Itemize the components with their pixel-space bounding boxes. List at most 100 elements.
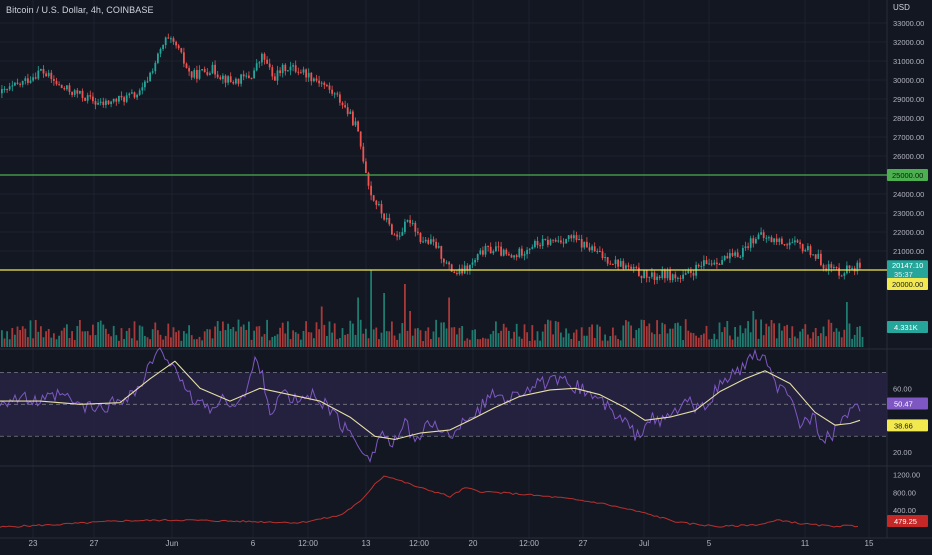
volume-bar — [302, 330, 305, 347]
volume-bar — [349, 320, 352, 347]
candle-body — [726, 256, 729, 259]
volume-bar — [419, 330, 422, 347]
volume-bar — [185, 333, 188, 347]
candle-body — [612, 263, 614, 265]
candle-body — [313, 78, 315, 82]
volume-bar — [339, 338, 341, 347]
candle-body — [258, 62, 261, 64]
candle-body — [593, 246, 596, 252]
candle-body — [697, 264, 700, 267]
x-tick-label: Jun — [166, 539, 179, 548]
volume-bar — [125, 330, 128, 347]
volume-bar — [297, 333, 300, 347]
volume-bar — [27, 337, 29, 347]
candle-body — [625, 265, 627, 269]
candle-body — [287, 70, 289, 72]
candle-body — [79, 90, 81, 94]
volume-bar — [786, 324, 788, 347]
volume-bar — [396, 339, 398, 347]
volume-bar — [388, 331, 391, 347]
volume-bar — [500, 330, 502, 347]
candle-body — [664, 269, 666, 279]
volume-bar — [456, 334, 458, 347]
volume-bar — [825, 336, 827, 347]
volume-bar — [482, 337, 484, 347]
volume-bar — [378, 339, 380, 347]
volume-bar — [1, 330, 3, 347]
volume-bar — [229, 329, 232, 347]
volume-bar — [170, 337, 172, 347]
candle-body — [318, 80, 320, 84]
volume-bar — [840, 337, 843, 347]
candle-body — [453, 271, 456, 273]
volume-bar — [661, 322, 664, 347]
volume-bar — [6, 331, 8, 347]
y-tick-label: 32000.00 — [893, 38, 924, 47]
candle-body — [294, 65, 297, 72]
candle-body — [430, 239, 432, 244]
candle-body — [703, 260, 705, 266]
volume-bar — [45, 331, 47, 347]
volume-bar — [99, 320, 102, 347]
volume-bar — [196, 339, 198, 347]
volume-bar — [94, 335, 97, 347]
level-label-25000: 25000.00 — [892, 171, 923, 180]
candle-body — [791, 242, 794, 244]
volume-bar — [838, 331, 840, 347]
volume-bar — [404, 284, 406, 347]
candle-body — [73, 90, 76, 95]
candle-body — [55, 80, 58, 85]
candle-body — [495, 246, 497, 252]
volume-bar — [557, 321, 560, 347]
x-tick-label: 27 — [90, 539, 99, 548]
candle-body — [513, 255, 515, 258]
volume-bar — [326, 335, 328, 347]
candle-body — [450, 264, 453, 272]
candle-body — [417, 231, 419, 233]
candle-body — [404, 221, 406, 233]
volume-bar — [193, 339, 196, 347]
candle-body — [640, 275, 643, 279]
volume-bar — [638, 328, 640, 347]
candle-body — [385, 217, 388, 220]
volume-bar — [463, 340, 466, 347]
level-badge-25000 — [887, 169, 928, 181]
volume-bar — [812, 332, 814, 347]
volume-bar — [279, 327, 281, 347]
volume-bar — [53, 333, 55, 347]
volume-bar — [489, 334, 492, 347]
countdown-label: 35:37 — [894, 270, 913, 279]
volume-bar — [323, 324, 326, 347]
candle-body — [846, 265, 848, 274]
candle-body — [521, 248, 523, 256]
candle-body — [437, 246, 440, 248]
candle-body — [341, 102, 344, 106]
volume-bar — [625, 320, 627, 347]
volume-bar — [487, 338, 489, 347]
volume-bar — [788, 338, 791, 347]
volume-bar — [510, 338, 513, 347]
candle-body — [731, 253, 734, 256]
candle-body — [643, 270, 645, 279]
candle-body — [97, 102, 99, 105]
candle-body — [440, 246, 443, 259]
candle-body — [125, 95, 128, 102]
candle-body — [157, 53, 159, 63]
volume-bar — [523, 324, 526, 347]
volume-bar — [380, 332, 383, 347]
candle-body — [528, 248, 531, 250]
volume-bar — [320, 306, 323, 347]
candle-body — [580, 239, 583, 248]
volume-bar — [466, 338, 469, 347]
volume-bar — [739, 325, 742, 347]
volume-bar — [55, 339, 58, 347]
currency-label: USD — [893, 3, 910, 12]
candle-body — [310, 72, 313, 82]
candle-body — [427, 239, 430, 244]
candle-body — [188, 68, 190, 72]
volume-bar — [778, 323, 781, 347]
candle-body — [653, 272, 656, 281]
volume-bar — [424, 330, 427, 347]
